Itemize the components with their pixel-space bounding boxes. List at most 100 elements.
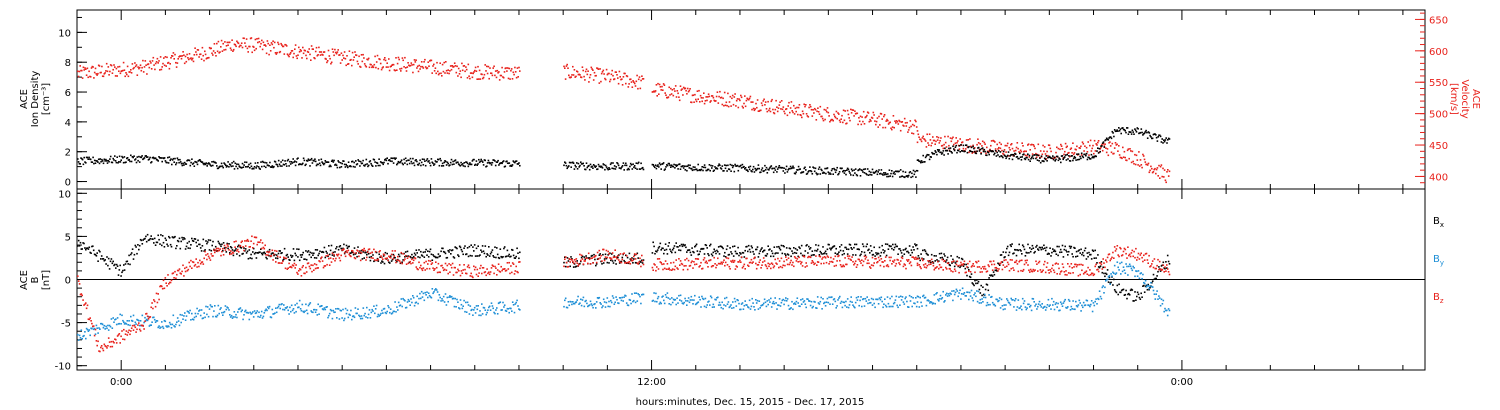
data-point (852, 254, 854, 256)
data-point (883, 251, 885, 254)
data-point (126, 73, 128, 76)
data-point (1013, 252, 1015, 254)
data-point (265, 162, 268, 164)
data-point (972, 144, 974, 147)
data-point (1162, 142, 1164, 144)
data-point (314, 158, 316, 160)
data-point (858, 248, 860, 251)
data-point (171, 323, 174, 326)
data-point (710, 253, 713, 255)
data-point (940, 151, 942, 154)
data-point (651, 300, 654, 302)
data-point (214, 249, 216, 252)
data-point (211, 305, 213, 308)
data-point (118, 155, 121, 158)
data-point (517, 163, 519, 165)
data-point (1030, 158, 1032, 160)
data-point (131, 320, 134, 322)
data-point (418, 249, 420, 251)
data-point (212, 315, 214, 318)
y-tick-label: 400 (1429, 172, 1448, 183)
data-point (89, 158, 91, 160)
data-point (257, 41, 259, 44)
data-point (691, 247, 693, 249)
data-point (167, 245, 169, 247)
data-point (452, 297, 455, 300)
data-point (1122, 288, 1125, 291)
data-point (1093, 156, 1095, 159)
data-point (190, 244, 192, 246)
data-point (100, 322, 102, 325)
data-point (167, 162, 170, 164)
data-point (137, 66, 139, 68)
data-point (862, 171, 864, 173)
data-point (109, 64, 112, 66)
data-point (711, 165, 714, 167)
data-point (257, 37, 260, 40)
data-point (1101, 271, 1104, 274)
data-point (883, 114, 886, 116)
data-point (872, 253, 875, 256)
data-point (508, 67, 511, 70)
data-point (373, 260, 375, 263)
data-point (623, 296, 625, 298)
data-point (307, 250, 310, 252)
data-point (930, 301, 933, 304)
data-point (202, 317, 205, 319)
data-point (185, 163, 188, 165)
data-point (942, 150, 945, 152)
data-point (843, 172, 846, 174)
data-point (1150, 285, 1152, 287)
data-point (448, 164, 450, 167)
data-point (91, 245, 93, 248)
data-point (773, 167, 776, 170)
data-point (166, 161, 168, 164)
data-point (883, 172, 885, 174)
data-point (717, 246, 720, 248)
data-point (625, 164, 628, 167)
data-point (618, 262, 621, 264)
data-point (336, 317, 338, 319)
data-point (192, 60, 195, 63)
data-point (1092, 144, 1094, 147)
data-point (446, 161, 449, 164)
data-point (866, 114, 868, 117)
data-point (138, 67, 140, 70)
data-point (369, 259, 372, 262)
data-point (253, 167, 255, 170)
data-point (153, 64, 155, 66)
data-point (249, 162, 252, 165)
data-point (500, 309, 502, 311)
data-point (920, 301, 922, 304)
data-point (438, 255, 441, 258)
data-point (240, 44, 242, 47)
data-point (614, 259, 616, 262)
data-point (1067, 158, 1069, 160)
data-point (829, 120, 831, 123)
data-point (704, 297, 707, 300)
data-point (689, 299, 692, 301)
data-point (103, 324, 106, 327)
data-point (405, 160, 408, 162)
data-point (333, 255, 335, 257)
data-point (98, 162, 101, 165)
data-point (466, 301, 469, 304)
data-point (1012, 252, 1014, 255)
data-point (682, 94, 684, 96)
data-point (222, 311, 225, 314)
data-point (1057, 159, 1060, 162)
data-point (1010, 143, 1013, 145)
data-point (504, 165, 507, 168)
data-point (983, 293, 986, 296)
data-point (797, 106, 800, 109)
data-point (373, 63, 376, 66)
data-point (835, 247, 837, 250)
data-point (657, 295, 660, 298)
data-point (566, 167, 568, 170)
data-point (381, 260, 383, 262)
data-point (834, 168, 836, 171)
data-point (223, 49, 225, 51)
data-point (206, 241, 209, 243)
data-point (1097, 266, 1100, 268)
data-point (673, 88, 675, 90)
